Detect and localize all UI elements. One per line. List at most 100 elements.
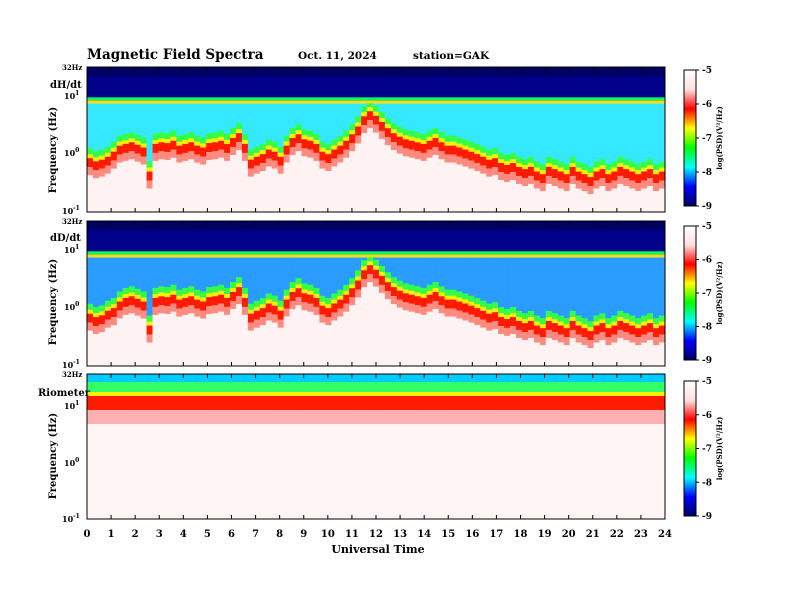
- spectrum-cell: [319, 396, 326, 410]
- spectrum-cell: [581, 191, 588, 212]
- spectrum-cell: [635, 170, 642, 175]
- spectrum-cell: [402, 392, 410, 396]
- spectrum-cell: [230, 392, 237, 396]
- spectrum-cell: [110, 304, 118, 309]
- spectrum-cell: [641, 396, 648, 410]
- spectrum-cell: [92, 424, 100, 519]
- spectrum-cell: [241, 257, 249, 298]
- spectrum-cell: [104, 396, 112, 410]
- spectrum-cell: [128, 313, 135, 366]
- spectrum-cell: [224, 139, 231, 144]
- spectrum-cell: [349, 134, 356, 144]
- spectrum-cell: [170, 410, 177, 424]
- spectrum-cell: [319, 168, 326, 212]
- spectrum-cell: [206, 160, 213, 212]
- spectrum-cell: [444, 135, 451, 142]
- ytick-dddt-10e-1: 10-1: [62, 359, 80, 370]
- spectrum-cell: [170, 294, 177, 304]
- spectrum-cell: [325, 392, 332, 396]
- spectrum-cell: [521, 319, 529, 324]
- spectrum-cell: [569, 103, 576, 167]
- spectrum-cell: [98, 424, 106, 519]
- spectrum-cell: [343, 410, 350, 424]
- spectrum-cell: [253, 173, 261, 212]
- heatmap-riometer: [87, 374, 666, 519]
- spectrum-cell: [295, 288, 302, 298]
- spectrum-cell: [128, 296, 135, 306]
- spectrum-cell: [337, 154, 344, 163]
- spectrum-cell: [194, 295, 201, 300]
- spectrum-cell: [122, 392, 130, 396]
- spectrum-cell: [122, 160, 130, 212]
- spectrum-cell: [462, 257, 469, 304]
- spectrum-cell: [289, 137, 296, 147]
- spectrum-cell: [438, 305, 445, 314]
- spectrum-cell: [474, 163, 481, 172]
- spectrum-cell: [241, 410, 249, 424]
- spectrum-cell: [402, 410, 410, 424]
- spectrum-cell: [164, 314, 171, 366]
- spectrum-cell: [218, 103, 225, 141]
- spectrum-cell: [569, 424, 576, 519]
- spectrum-cell: [235, 287, 243, 297]
- spectrum-cell: [468, 257, 475, 306]
- spectrum-cell: [271, 168, 278, 212]
- spectrum-cell: [498, 307, 505, 314]
- spectrum-cell: [605, 337, 612, 346]
- spectrum-cell: [444, 289, 451, 296]
- spectrum-cell: [599, 392, 606, 396]
- spectrum-cell: [247, 322, 255, 331]
- spectrum-cell: [230, 133, 237, 138]
- spectrum-cell: [200, 291, 207, 298]
- spectrum-cell: [373, 259, 380, 266]
- spectrum-cell: [134, 294, 141, 299]
- spectrum-cell: [164, 287, 171, 294]
- spectrum-cell: [480, 257, 487, 311]
- spectrum-cell: [581, 257, 588, 329]
- spectrum-cell: [593, 188, 600, 212]
- spectrum-cell: [635, 174, 642, 184]
- spectrum-cell: [188, 410, 195, 424]
- spectrum-cell: [164, 297, 171, 307]
- spectrum-cell: [116, 257, 124, 302]
- spectrum-cell: [617, 424, 624, 519]
- spectrum-cell: [140, 147, 147, 157]
- spectrum-cell: [277, 306, 284, 311]
- spectrum-cell: [158, 159, 165, 212]
- spectrum-cell: [444, 396, 451, 410]
- spectrum-cell: [539, 191, 547, 212]
- spectrum-cell: [575, 392, 582, 396]
- spectrum-cell: [289, 424, 296, 519]
- ytop-label-riometer: 32Hz: [62, 370, 82, 379]
- spectrum-cell: [557, 410, 565, 424]
- spectrum-cell: [110, 257, 118, 309]
- spectrum-cell: [87, 303, 94, 310]
- spectrum-cell: [653, 103, 660, 175]
- spectrum-cell: [295, 392, 302, 396]
- spectrum-cell: [569, 410, 576, 424]
- spectrum-cell: [551, 396, 559, 410]
- spectrum-cell: [420, 143, 427, 153]
- spectrum-cell: [337, 410, 344, 424]
- spectrum-cell: [396, 290, 404, 300]
- spectrum-cell: [218, 303, 225, 312]
- spectrum-cell: [289, 133, 296, 138]
- spectrum-cell: [337, 308, 344, 317]
- spectrum-cell: [647, 332, 654, 341]
- spectrum-cell: [206, 424, 213, 519]
- spectrum-cell: [390, 396, 398, 410]
- heatmap-dhdt: [87, 67, 666, 212]
- spectrum-cell: [182, 410, 189, 424]
- spectrum-cell: [200, 257, 207, 302]
- spectrum-cell: [593, 424, 600, 519]
- spectrum-cell: [337, 392, 344, 396]
- spectrum-cell: [444, 392, 451, 396]
- spectrum-cell: [474, 424, 481, 519]
- spectrum-cell: [426, 424, 433, 519]
- x-tick-label: 18: [514, 529, 528, 540]
- x-tick-label: 23: [634, 529, 648, 540]
- spectrum-cell: [593, 167, 600, 172]
- spectrum-cell: [128, 392, 135, 396]
- spectrum-cell: [539, 337, 547, 346]
- spectrum-cell: [182, 392, 189, 396]
